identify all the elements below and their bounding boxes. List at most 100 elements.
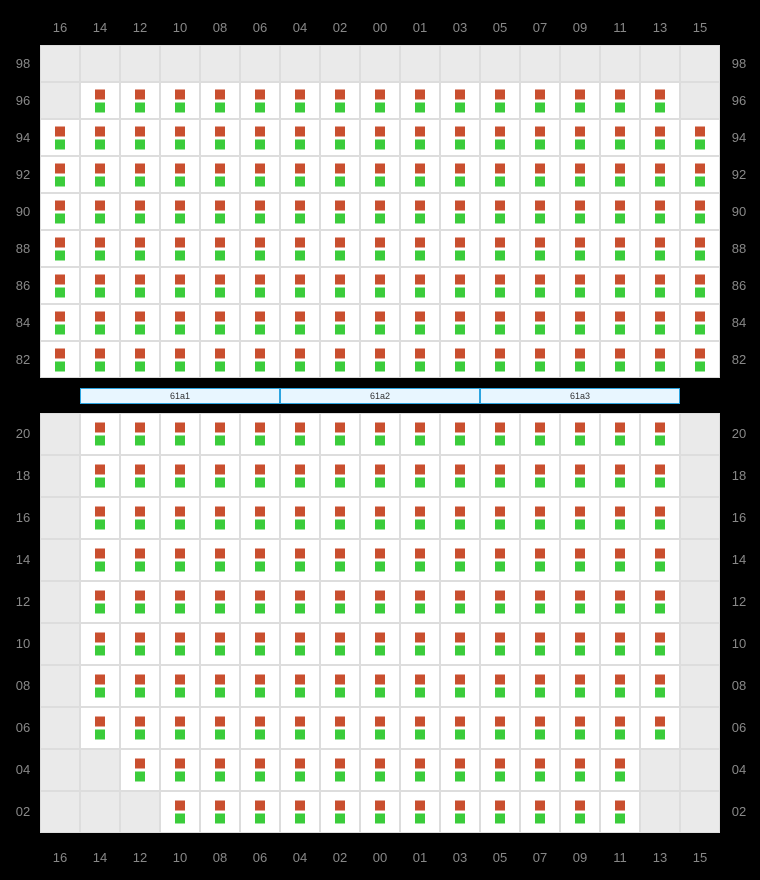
top-cell[interactable] — [680, 193, 720, 230]
bottom-cell[interactable] — [360, 497, 400, 539]
bottom-cell[interactable] — [640, 455, 680, 497]
top-cell[interactable] — [560, 230, 600, 267]
top-cell[interactable] — [80, 193, 120, 230]
bottom-cell[interactable] — [520, 413, 560, 455]
bottom-cell[interactable] — [400, 749, 440, 791]
top-cell[interactable] — [600, 267, 640, 304]
top-cell[interactable] — [200, 267, 240, 304]
top-cell[interactable] — [480, 267, 520, 304]
bottom-cell[interactable] — [200, 455, 240, 497]
top-cell[interactable] — [400, 193, 440, 230]
top-cell[interactable] — [400, 156, 440, 193]
top-cell[interactable] — [480, 82, 520, 119]
top-cell[interactable] — [240, 119, 280, 156]
bottom-cell[interactable] — [240, 539, 280, 581]
bottom-cell[interactable] — [480, 497, 520, 539]
bottom-cell[interactable] — [160, 455, 200, 497]
bottom-cell[interactable] — [600, 539, 640, 581]
top-cell[interactable] — [280, 341, 320, 378]
bottom-cell[interactable] — [520, 665, 560, 707]
top-cell[interactable] — [440, 119, 480, 156]
bottom-cell[interactable] — [600, 497, 640, 539]
top-cell[interactable] — [200, 341, 240, 378]
segment-bar-item[interactable]: 61a1 — [80, 388, 280, 404]
top-cell[interactable] — [320, 119, 360, 156]
bottom-cell[interactable] — [360, 665, 400, 707]
top-cell[interactable] — [480, 341, 520, 378]
bottom-cell[interactable] — [320, 623, 360, 665]
top-cell[interactable] — [40, 230, 80, 267]
bottom-cell[interactable] — [320, 413, 360, 455]
top-cell[interactable] — [560, 304, 600, 341]
top-cell[interactable] — [40, 341, 80, 378]
bottom-cell[interactable] — [520, 497, 560, 539]
top-cell[interactable] — [40, 119, 80, 156]
bottom-cell[interactable] — [80, 497, 120, 539]
bottom-cell[interactable] — [560, 455, 600, 497]
bottom-cell[interactable] — [280, 707, 320, 749]
bottom-cell[interactable] — [360, 707, 400, 749]
bottom-cell[interactable] — [600, 455, 640, 497]
top-cell[interactable] — [360, 193, 400, 230]
bottom-cell[interactable] — [600, 665, 640, 707]
bottom-cell[interactable] — [600, 581, 640, 623]
bottom-cell[interactable] — [240, 749, 280, 791]
top-cell[interactable] — [80, 82, 120, 119]
top-cell[interactable] — [440, 230, 480, 267]
bottom-cell[interactable] — [320, 539, 360, 581]
segment-bar-item[interactable]: 61a3 — [480, 388, 680, 404]
bottom-cell[interactable] — [200, 413, 240, 455]
bottom-cell[interactable] — [80, 539, 120, 581]
bottom-cell[interactable] — [280, 413, 320, 455]
top-cell[interactable] — [560, 119, 600, 156]
top-cell[interactable] — [560, 193, 600, 230]
top-cell[interactable] — [240, 267, 280, 304]
bottom-cell[interactable] — [640, 623, 680, 665]
bottom-cell[interactable] — [600, 749, 640, 791]
top-cell[interactable] — [480, 119, 520, 156]
top-cell[interactable] — [80, 267, 120, 304]
bottom-cell[interactable] — [400, 581, 440, 623]
bottom-cell[interactable] — [560, 707, 600, 749]
bottom-cell[interactable] — [160, 707, 200, 749]
bottom-cell[interactable] — [640, 539, 680, 581]
top-cell[interactable] — [280, 193, 320, 230]
top-cell[interactable] — [240, 341, 280, 378]
top-cell[interactable] — [320, 267, 360, 304]
bottom-cell[interactable] — [160, 623, 200, 665]
top-cell[interactable] — [600, 119, 640, 156]
bottom-cell[interactable] — [320, 707, 360, 749]
top-cell[interactable] — [360, 156, 400, 193]
bottom-cell[interactable] — [520, 791, 560, 833]
bottom-cell[interactable] — [320, 581, 360, 623]
top-cell[interactable] — [160, 267, 200, 304]
bottom-cell[interactable] — [520, 539, 560, 581]
top-cell[interactable] — [80, 230, 120, 267]
top-cell[interactable] — [320, 82, 360, 119]
bottom-cell[interactable] — [120, 749, 160, 791]
bottom-cell[interactable] — [360, 623, 400, 665]
bottom-cell[interactable] — [560, 539, 600, 581]
top-cell[interactable] — [360, 230, 400, 267]
bottom-cell[interactable] — [640, 665, 680, 707]
top-cell[interactable] — [640, 82, 680, 119]
top-cell[interactable] — [440, 267, 480, 304]
bottom-cell[interactable] — [440, 623, 480, 665]
top-cell[interactable] — [560, 341, 600, 378]
top-cell[interactable] — [600, 156, 640, 193]
bottom-cell[interactable] — [120, 539, 160, 581]
top-cell[interactable] — [400, 304, 440, 341]
bottom-cell[interactable] — [400, 707, 440, 749]
top-cell[interactable] — [640, 341, 680, 378]
top-cell[interactable] — [280, 119, 320, 156]
top-cell[interactable] — [680, 267, 720, 304]
top-cell[interactable] — [120, 193, 160, 230]
top-cell[interactable] — [160, 304, 200, 341]
top-cell[interactable] — [520, 230, 560, 267]
bottom-cell[interactable] — [480, 413, 520, 455]
bottom-cell[interactable] — [440, 455, 480, 497]
top-cell[interactable] — [200, 156, 240, 193]
top-cell[interactable] — [680, 304, 720, 341]
bottom-cell[interactable] — [440, 497, 480, 539]
bottom-cell[interactable] — [160, 581, 200, 623]
